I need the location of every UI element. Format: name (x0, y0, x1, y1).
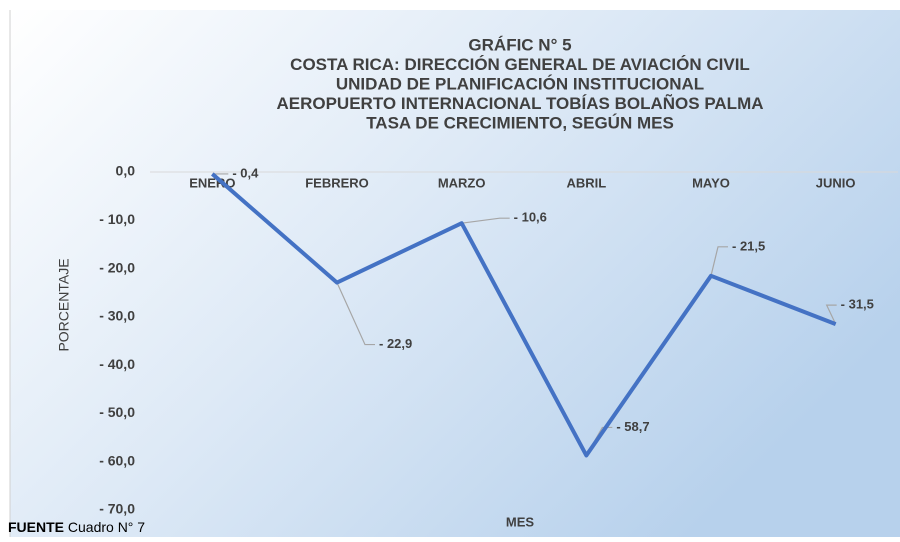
y-tick-label: - 70,0 (99, 501, 135, 517)
x-tick-label: JUNIO (816, 175, 856, 190)
leader-line (336, 282, 375, 346)
source-label: FUENTE (8, 519, 64, 535)
y-tick-label: - 50,0 (99, 404, 135, 420)
chart-title: AEROPUERTO INTERNACIONAL TOBÍAS BOLAÑOS … (276, 93, 763, 113)
x-tick-label: MARZO (438, 175, 486, 190)
y-tick-label: - 30,0 (99, 308, 135, 324)
y-tick-label: - 10,0 (99, 211, 135, 227)
x-tick-label: FEBRERO (305, 175, 369, 190)
x-axis-label: MES (506, 514, 535, 529)
chart-title: UNIDAD DE PLANIFICACIÓN INSTITUCIONAL (336, 74, 704, 93)
y-tick-label: - 60,0 (99, 452, 135, 468)
background (10, 10, 900, 537)
y-axis-label: PORCENTAJE (56, 258, 72, 351)
y-tick-label: - 20,0 (99, 259, 135, 275)
data-label: - 0,4 (232, 165, 259, 180)
data-label: - 58,7 (616, 419, 649, 434)
y-tick-label: 0,0 (116, 163, 136, 179)
x-tick-label: ABRIL (566, 175, 606, 190)
leader-line (461, 217, 510, 224)
leader-line (710, 246, 728, 276)
line (211, 172, 837, 458)
chart-title: TASA DE CRECIMIENTO, SEGÚN MES (366, 113, 674, 132)
source-text: Cuadro N° 7 (68, 519, 145, 535)
chart-title: GRÁFIC N° 5 (468, 35, 571, 54)
data-label: - 10,6 (514, 210, 547, 225)
x-tick-label: MAYO (692, 175, 730, 190)
data-label: - 31,5 (841, 297, 874, 312)
source: FUENTE Cuadro N° 7 (8, 519, 145, 535)
leader-line (825, 304, 837, 325)
y-tick-label: - 40,0 (99, 356, 135, 372)
data-label: - 22,9 (379, 336, 412, 351)
chart-title: COSTA RICA: DIRECCIÓN GENERAL DE AVIACIÓ… (290, 55, 750, 74)
x-tick-label: ENERO (189, 175, 235, 190)
data-label: - 21,5 (732, 238, 765, 253)
